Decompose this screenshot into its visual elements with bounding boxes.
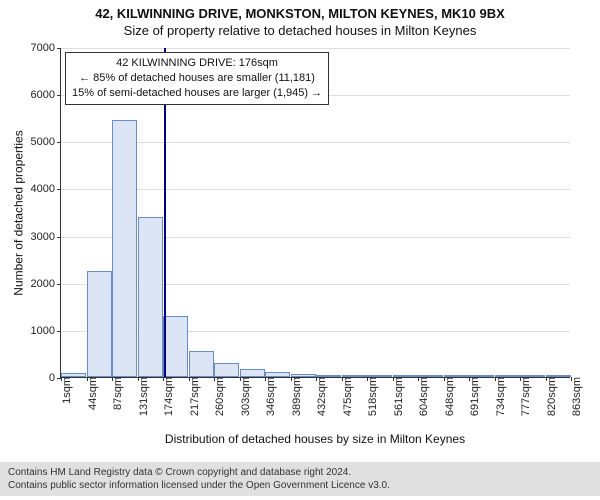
footer: Contains HM Land Registry data © Crown c… bbox=[0, 462, 600, 496]
plot-area: 42 KILWINNING DRIVE: 176sqm← 85% of deta… bbox=[60, 48, 570, 378]
x-tick-label: 1sqm bbox=[57, 377, 73, 404]
y-axis-title: Number of detached properties bbox=[12, 48, 26, 378]
annotation-line-3: 15% of semi-detached houses are larger (… bbox=[72, 86, 322, 101]
y-tick-label: 0 bbox=[49, 372, 55, 384]
x-tick-label: 346sqm bbox=[261, 377, 277, 416]
x-tick-label: 820sqm bbox=[542, 377, 558, 416]
x-tick-label: 734sqm bbox=[491, 377, 507, 416]
x-tick-label: 475sqm bbox=[338, 377, 354, 416]
x-tick-label: 217sqm bbox=[185, 377, 201, 416]
y-tick-label: 7000 bbox=[31, 42, 55, 54]
property-annotation: 42 KILWINNING DRIVE: 176sqm← 85% of deta… bbox=[65, 52, 329, 105]
y-tick-label: 2000 bbox=[31, 278, 55, 290]
annotation-line-1: 42 KILWINNING DRIVE: 176sqm bbox=[72, 56, 322, 71]
x-tick-label: 648sqm bbox=[440, 377, 456, 416]
footer-line-1: Contains HM Land Registry data © Crown c… bbox=[8, 466, 592, 479]
x-tick-label: 87sqm bbox=[108, 377, 124, 410]
x-tick-label: 432sqm bbox=[312, 377, 328, 416]
x-tick-label: 518sqm bbox=[363, 377, 379, 416]
y-tick-label: 5000 bbox=[31, 136, 55, 148]
y-tick-label: 1000 bbox=[31, 325, 55, 337]
x-tick-label: 174sqm bbox=[159, 377, 175, 416]
y-tick-label: 3000 bbox=[31, 231, 55, 243]
annotation-line-2: ← 85% of detached houses are smaller (11… bbox=[72, 71, 322, 86]
x-tick-label: 260sqm bbox=[210, 377, 226, 416]
x-tick-label: 131sqm bbox=[134, 377, 150, 416]
y-tick-label: 4000 bbox=[31, 183, 55, 195]
x-tick-label: 44sqm bbox=[83, 377, 99, 410]
chart-subtitle: Size of property relative to detached ho… bbox=[0, 21, 600, 38]
annotation-layer: 42 KILWINNING DRIVE: 176sqm← 85% of deta… bbox=[61, 48, 570, 377]
x-tick-label: 604sqm bbox=[414, 377, 430, 416]
x-axis-title: Distribution of detached houses by size … bbox=[60, 432, 570, 446]
x-tick-label: 777sqm bbox=[516, 377, 532, 416]
x-tick-label: 863sqm bbox=[567, 377, 583, 416]
x-tick-label: 691sqm bbox=[465, 377, 481, 416]
footer-line-2: Contains public sector information licen… bbox=[8, 479, 592, 492]
chart-title: 42, KILWINNING DRIVE, MONKSTON, MILTON K… bbox=[0, 0, 600, 21]
y-tick-label: 6000 bbox=[31, 89, 55, 101]
x-tick-label: 303sqm bbox=[236, 377, 252, 416]
x-tick-label: 561sqm bbox=[389, 377, 405, 416]
x-tick-label: 389sqm bbox=[287, 377, 303, 416]
